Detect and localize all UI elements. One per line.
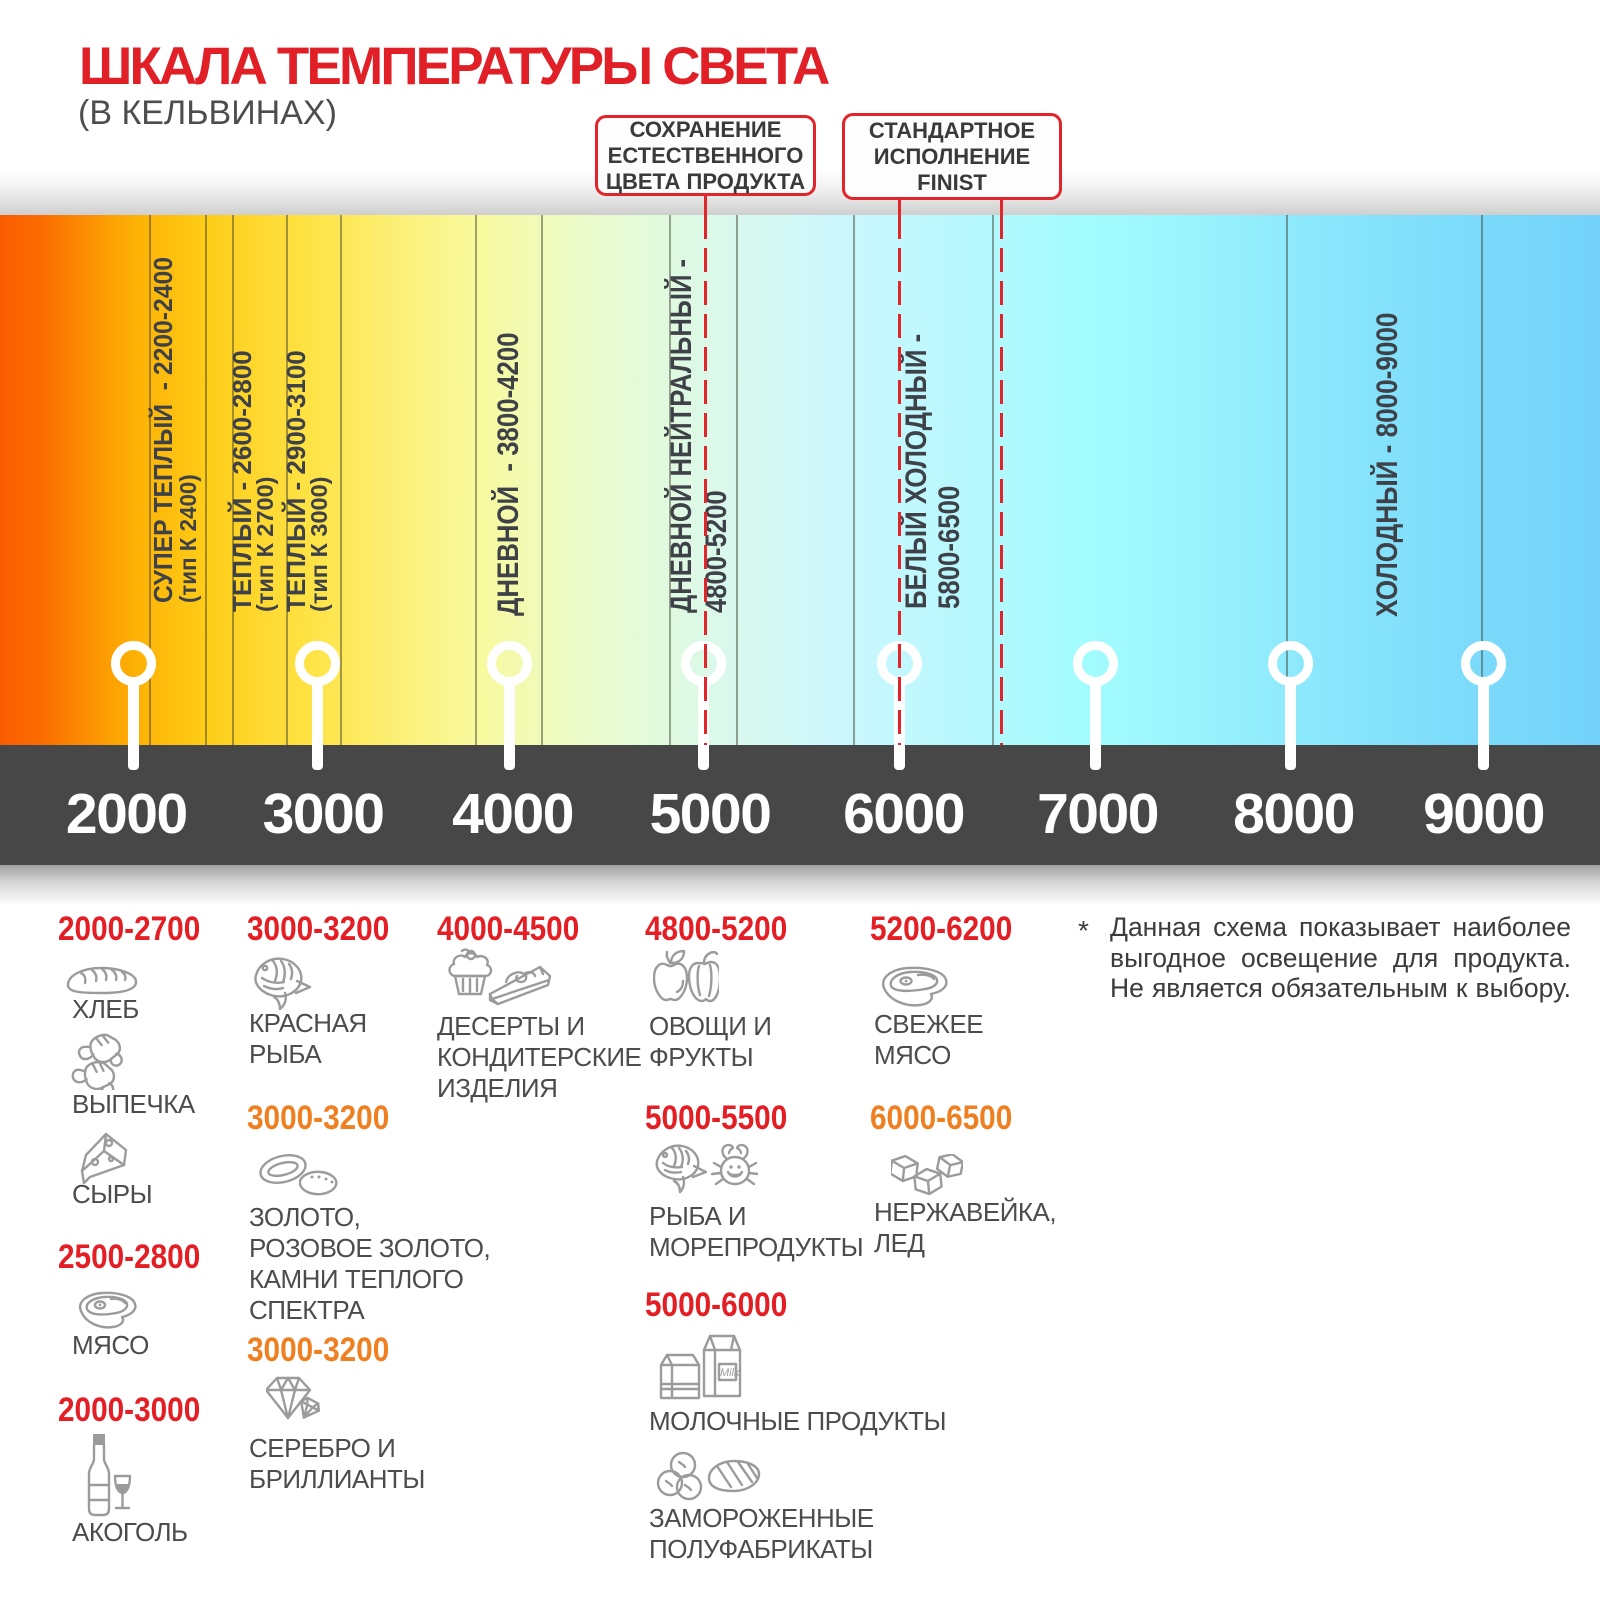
svg-text:Milk: Milk — [720, 1367, 740, 1379]
